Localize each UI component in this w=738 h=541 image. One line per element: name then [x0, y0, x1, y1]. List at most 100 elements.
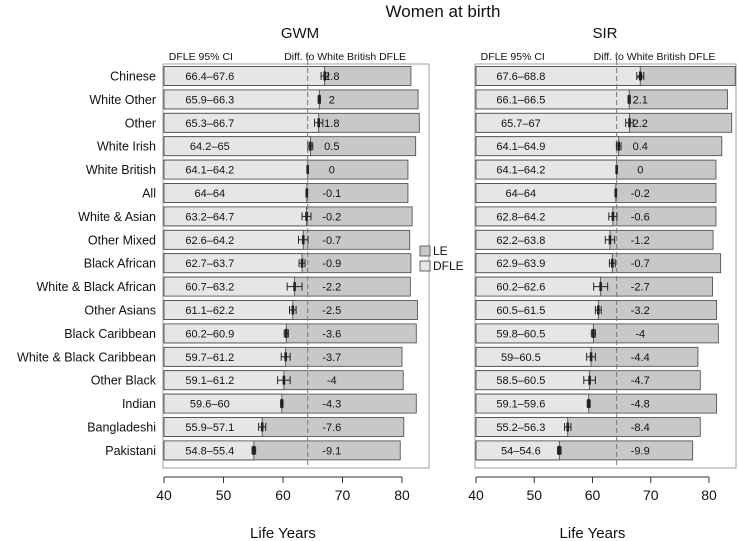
gwm-dfle-point-white-british — [306, 165, 309, 175]
sir-ci-label-indian: 59.1–59.6 — [496, 399, 545, 411]
gwm-ci-label-bangladeshi: 55.9–57.1 — [185, 422, 234, 434]
sir-diff-label-indian: -4.8 — [631, 399, 650, 411]
gwm-diff-label-other-black: -4 — [327, 375, 337, 387]
category-label-white-irish: White Irish — [97, 140, 156, 154]
legend-swatch-le — [419, 245, 431, 257]
sir-x-tick-label-70: 70 — [643, 487, 659, 503]
sir-dfle-point-all — [614, 188, 618, 198]
category-label-bangladeshi: Bangladeshi — [87, 421, 156, 435]
sir-ci-label-white-other: 66.1–66.5 — [496, 94, 545, 106]
sir-diff-label-other: 2.2 — [633, 118, 648, 130]
sir-diff-label-other-asians: -3.2 — [631, 305, 650, 317]
category-label-other: Other — [125, 116, 156, 130]
sir-dfle-point-other — [628, 118, 631, 128]
sir-dfle-point-black-caribbean — [592, 328, 595, 338]
sir-panel-frame — [474, 63, 737, 469]
gwm-ci-label-indian: 59.6–60 — [190, 399, 230, 411]
gwm-dfle-point-black-caribbean — [284, 328, 288, 338]
gwm-ci-label-other: 65.3–66.7 — [185, 118, 234, 130]
legend-label-le: LE — [433, 244, 448, 258]
sir-diff-label-pakistani: -9.9 — [631, 445, 650, 457]
category-label-white-and-black-african: White & Black African — [37, 280, 157, 294]
sir-dfle-point-bangladeshi — [566, 422, 570, 432]
sir-header-ci: DFLE 95% CI — [481, 51, 545, 63]
sir-panel-title: SIR — [592, 25, 617, 42]
gwm-dfle-point-black-african — [300, 258, 304, 268]
gwm-dfle-point-white-and-black-caribbean — [284, 352, 287, 362]
gwm-panel-title: GWM — [281, 25, 319, 42]
sir-ci-label-white-and-black-african: 60.2–62.6 — [496, 282, 545, 294]
sir-dfle-point-chinese — [638, 71, 642, 81]
category-label-indian: Indian — [122, 397, 156, 411]
sir-header-diff: Diff. to White British DFLE — [594, 51, 716, 63]
sir-x-axis-label: Life Years — [560, 525, 626, 541]
sir-dfle-bar-other — [475, 112, 630, 133]
sir-diff-label-white-and-black-african: -2.7 — [631, 282, 650, 294]
gwm-ci-label-white-and-asian: 63.2–64.7 — [185, 211, 234, 223]
category-label-pakistani: Pakistani — [105, 444, 156, 458]
gwm-x-tick-label-80: 80 — [394, 487, 410, 503]
gwm-ci-label-white-other: 65.9–66.3 — [185, 94, 234, 106]
gwm-x-axis-label: Life Years — [250, 525, 316, 541]
category-label-other-asians: Other Asians — [84, 304, 156, 318]
gwm-ci-label-other-black: 59.1–61.2 — [185, 375, 234, 387]
gwm-dfle-point-chinese — [323, 71, 326, 81]
sir-ci-label-all: 64–64 — [506, 188, 537, 200]
sir-dfle-point-white-and-black-caribbean — [589, 352, 593, 362]
gwm-dfle-point-other-black — [282, 375, 286, 385]
category-label-other-mixed: Other Mixed — [88, 233, 156, 247]
sir-dfle-point-white-and-black-african — [599, 282, 602, 292]
sir-ci-label-other-asians: 60.5–61.5 — [496, 305, 545, 317]
category-label-white-british: White British — [86, 163, 156, 177]
legend-swatch-dfle — [419, 260, 431, 272]
gwm-diff-label-bangladeshi: -7.6 — [322, 422, 341, 434]
sir-dfle-point-other-mixed — [608, 235, 612, 245]
gwm-header-ci: DFLE 95% CI — [169, 51, 233, 63]
gwm-dfle-point-pakistani — [252, 445, 256, 455]
sir-ci-label-white-and-black-caribbean: 59–60.5 — [501, 352, 541, 364]
gwm-diff-label-white-and-black-caribbean: -3.7 — [322, 352, 341, 364]
gwm-diff-label-white-and-asian: -0.2 — [322, 211, 341, 223]
sir-ci-label-black-african: 62.9–63.9 — [496, 258, 545, 270]
gwm-x-tick-label-60: 60 — [275, 487, 291, 503]
sir-dfle-point-black-african — [611, 258, 614, 268]
gwm-ci-label-white-british: 64.1–64.2 — [185, 165, 234, 177]
gwm-dfle-point-white-and-asian — [305, 211, 308, 221]
legend-label-dfle: DFLE — [433, 259, 464, 273]
sir-x-tick-label-60: 60 — [585, 487, 601, 503]
sir-ci-label-other: 65.7–67 — [501, 118, 541, 130]
sir-diff-label-other-mixed: -1.2 — [631, 235, 650, 247]
chart-title: Women at birth — [386, 2, 501, 21]
gwm-diff-label-all: -0.1 — [322, 188, 341, 200]
gwm-diff-label-indian: -4.3 — [322, 399, 341, 411]
gwm-ci-label-pakistani: 54.8–55.4 — [185, 445, 234, 457]
gwm-diff-label-black-caribbean: -3.6 — [322, 328, 341, 340]
sir-dfle-point-other-black — [588, 375, 591, 385]
gwm-dfle-point-other-mixed — [301, 235, 305, 245]
sir-diff-label-white-irish: 0.4 — [633, 141, 648, 153]
sir-diff-label-chinese: 4 — [637, 71, 643, 83]
sir-dfle-point-white-irish — [617, 141, 621, 151]
gwm-dfle-bar-white-irish — [163, 136, 311, 157]
sir-ci-label-pakistani: 54–54.6 — [501, 445, 541, 457]
sir-diff-label-white-british: 0 — [637, 165, 643, 177]
category-label-white-other: White Other — [89, 93, 156, 107]
gwm-diff-label-other-asians: -2.5 — [322, 305, 341, 317]
sir-diff-label-bangladeshi: -8.4 — [631, 422, 650, 434]
category-label-white-and-asian: White & Asian — [78, 210, 156, 224]
category-label-all: All — [142, 187, 156, 201]
sir-ci-label-bangladeshi: 55.2–56.3 — [496, 422, 545, 434]
sir-diff-label-white-other: 2.1 — [633, 94, 648, 106]
sir-diff-label-white-and-asian: -0.6 — [631, 211, 650, 223]
gwm-ci-label-chinese: 66.4–67.6 — [185, 71, 234, 83]
gwm-diff-label-other-mixed: -0.7 — [322, 235, 341, 247]
sir-dfle-point-indian — [587, 399, 591, 409]
sir-dfle-bar-all — [475, 183, 617, 203]
sir-x-tick-label-50: 50 — [526, 487, 542, 503]
gwm-dfle-point-other — [317, 118, 320, 128]
sir-dfle-point-other-asians — [597, 305, 600, 315]
sir-ci-label-white-british: 64.1–64.2 — [496, 165, 545, 177]
category-label-white-and-black-caribbean: White & Black Caribbean — [17, 350, 156, 364]
category-label-other-black: Other Black — [91, 374, 157, 388]
